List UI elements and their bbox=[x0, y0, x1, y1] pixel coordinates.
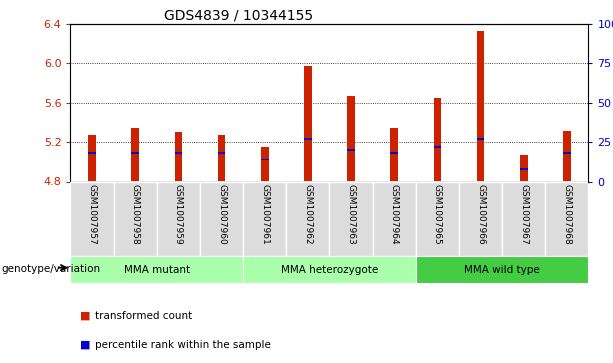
FancyBboxPatch shape bbox=[113, 182, 157, 256]
Bar bbox=[304, 66, 312, 182]
Bar bbox=[347, 95, 355, 182]
Text: transformed count: transformed count bbox=[95, 311, 192, 321]
Bar bbox=[477, 138, 484, 140]
Text: MMA wild type: MMA wild type bbox=[464, 265, 540, 274]
Text: GSM1007957: GSM1007957 bbox=[88, 184, 97, 245]
Bar bbox=[131, 128, 139, 182]
FancyBboxPatch shape bbox=[459, 182, 502, 256]
FancyBboxPatch shape bbox=[243, 256, 416, 283]
FancyBboxPatch shape bbox=[373, 182, 416, 256]
Bar bbox=[390, 128, 398, 182]
Text: GSM1007964: GSM1007964 bbox=[390, 184, 398, 244]
Bar bbox=[175, 132, 182, 182]
Text: GSM1007958: GSM1007958 bbox=[131, 184, 140, 245]
Text: percentile rank within the sample: percentile rank within the sample bbox=[95, 340, 271, 350]
FancyBboxPatch shape bbox=[416, 182, 459, 256]
Text: MMA heterozygote: MMA heterozygote bbox=[281, 265, 378, 274]
Bar bbox=[390, 152, 398, 154]
Bar bbox=[261, 147, 268, 182]
Text: GSM1007966: GSM1007966 bbox=[476, 184, 485, 245]
FancyBboxPatch shape bbox=[70, 256, 243, 283]
Text: GSM1007961: GSM1007961 bbox=[261, 184, 269, 245]
Bar bbox=[563, 152, 571, 154]
Bar bbox=[218, 135, 226, 182]
Bar bbox=[88, 152, 96, 154]
Bar bbox=[131, 152, 139, 154]
Text: GSM1007963: GSM1007963 bbox=[346, 184, 356, 245]
Bar bbox=[218, 152, 226, 154]
FancyBboxPatch shape bbox=[286, 182, 330, 256]
Text: ■: ■ bbox=[80, 311, 90, 321]
Bar bbox=[563, 131, 571, 182]
FancyBboxPatch shape bbox=[243, 182, 286, 256]
Bar bbox=[433, 146, 441, 148]
Bar bbox=[433, 98, 441, 182]
Text: GDS4839 / 10344155: GDS4839 / 10344155 bbox=[164, 8, 313, 23]
Text: genotype/variation: genotype/variation bbox=[1, 264, 101, 274]
Bar bbox=[520, 155, 528, 182]
FancyBboxPatch shape bbox=[157, 182, 200, 256]
Bar bbox=[520, 168, 528, 170]
FancyBboxPatch shape bbox=[546, 182, 588, 256]
Text: MMA mutant: MMA mutant bbox=[124, 265, 190, 274]
Text: GSM1007965: GSM1007965 bbox=[433, 184, 442, 245]
Bar bbox=[261, 159, 268, 160]
Bar bbox=[347, 149, 355, 151]
Bar bbox=[304, 138, 312, 140]
Bar bbox=[477, 32, 484, 182]
Bar bbox=[175, 152, 182, 154]
Text: GSM1007962: GSM1007962 bbox=[303, 184, 313, 244]
FancyBboxPatch shape bbox=[200, 182, 243, 256]
FancyBboxPatch shape bbox=[330, 182, 373, 256]
Text: GSM1007959: GSM1007959 bbox=[174, 184, 183, 245]
Text: GSM1007967: GSM1007967 bbox=[519, 184, 528, 245]
Text: GSM1007968: GSM1007968 bbox=[562, 184, 571, 245]
FancyBboxPatch shape bbox=[416, 256, 588, 283]
Text: ■: ■ bbox=[80, 340, 90, 350]
FancyBboxPatch shape bbox=[70, 182, 113, 256]
Bar bbox=[88, 135, 96, 182]
Text: GSM1007960: GSM1007960 bbox=[217, 184, 226, 245]
FancyBboxPatch shape bbox=[502, 182, 546, 256]
